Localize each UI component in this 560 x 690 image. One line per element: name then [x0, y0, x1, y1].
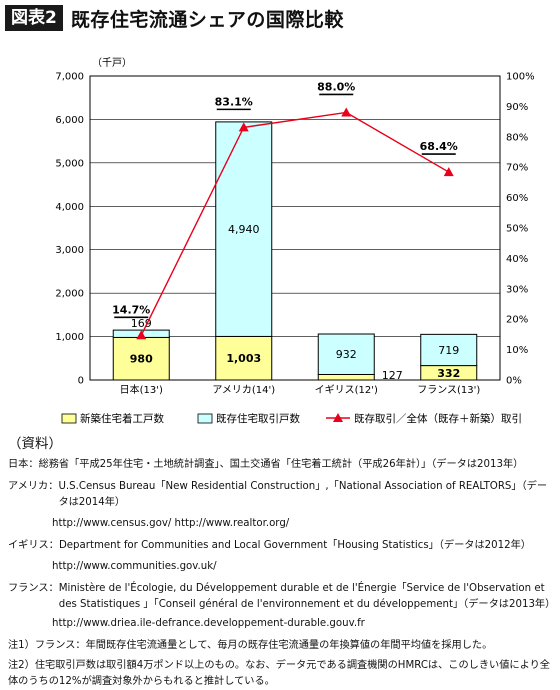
bar-new-construction	[215, 335, 273, 381]
y-left-tick-label: 7,000	[55, 72, 84, 83]
data-label-existing: 4,940	[228, 223, 260, 236]
source-row-japan: 日本： 総務省「平成25年住宅・土地統計調査」、国土交通省「住宅着工統計（平成2…	[8, 457, 556, 473]
source-text: http://www.census.gov/ http://www.realto…	[52, 518, 290, 529]
data-label-existing: 719	[438, 344, 459, 357]
data-label-share: 83.1%	[215, 95, 253, 108]
legend-label-new: 新築住宅着工戸数	[80, 412, 164, 425]
source-text: http://www.communities.gov.uk/	[52, 561, 217, 572]
source-text: http://www.driea.ile-defrance.developpem…	[52, 618, 365, 629]
bar-existing-transactions	[215, 121, 273, 337]
chart-title: 既存住宅流通シェアの国際比較	[70, 8, 344, 31]
data-label-share: 14.7%	[112, 303, 150, 316]
source-text: 総務省「平成25年住宅・土地統計調査」、国土交通省「住宅着工統計（平成26年計）…	[38, 459, 524, 470]
bar-new-construction	[112, 336, 170, 381]
legend-swatch-new	[61, 413, 77, 424]
bar-new-construction	[317, 373, 375, 381]
legend-label-existing: 既存住宅取引戸数	[216, 412, 300, 425]
data-label-share: 88.0%	[317, 80, 355, 93]
source-row-uk: イギリス： Department for Communities and Loc…	[8, 538, 556, 554]
source-text: U.S.Census Bureau「New Residential Constr…	[58, 481, 548, 508]
sources: （資料） 日本： 総務省「平成25年住宅・土地統計調査」、国土交通省「住宅着工統…	[8, 436, 556, 690]
y-left-tick-label: 4,000	[55, 202, 84, 213]
y-left-tick-label: 2,000	[55, 289, 84, 300]
source-row-france: フランス： Ministère de l'Écologie, du Dévelo…	[8, 581, 556, 613]
data-label-new: 127	[382, 369, 403, 382]
legend-marker-share	[333, 413, 343, 422]
data-label-share: 68.4%	[420, 140, 458, 153]
y-left-tick-label: 5,000	[55, 158, 84, 169]
x-tick-label: 日本(13')	[120, 383, 163, 396]
note-text: 注2）住宅取引戸数は取引額4万ポンド以上のもの。なお、データ元である調査機関のH…	[8, 660, 550, 687]
note-text: 注1）フランス：年間既存住宅流通量として、毎月の既存住宅流通量の年換算値の年間平…	[8, 640, 493, 651]
y-left-tick-label: 3,000	[55, 245, 84, 256]
figure-label: 図表2	[5, 5, 63, 31]
legend-swatch-existing	[197, 413, 213, 424]
y-left-unit-label: （千戸）	[92, 57, 132, 69]
source-label: イギリス：	[8, 540, 59, 551]
x-tick-label: イギリス(12')	[315, 384, 378, 396]
data-label-new: 332	[437, 367, 460, 380]
y-right-tick-label: 10%	[506, 345, 528, 356]
note-2: 注2）住宅取引戸数は取引額4万ポンド以上のもの。なお、データ元である調査機関のH…	[8, 658, 556, 690]
plot-frame	[89, 75, 501, 381]
title-row: 図表2 既存住宅流通シェアの国際比較	[5, 4, 344, 32]
y-right-tick-label: 60%	[506, 193, 528, 204]
y-right-tick-label: 100%	[506, 72, 535, 83]
y-left-tick-label: 1,000	[55, 332, 84, 343]
share-marker	[238, 122, 249, 132]
x-tick-label: アメリカ(14')	[212, 384, 275, 396]
share-marker	[136, 330, 147, 340]
legend-label-share: 既存取引／全体（既存＋新築）取引	[354, 412, 522, 425]
share-marker	[443, 167, 454, 177]
x-tick-label: フランス(13')	[417, 384, 480, 396]
y-right-tick-label: 30%	[506, 284, 528, 295]
source-label: アメリカ：	[8, 481, 59, 492]
chart: （千戸） 0 1,000 2,000 3,000 4,000 5,000 6,000 7,000…	[55, 57, 535, 425]
share-line	[140, 111, 450, 336]
y-right-tick-label: 50%	[506, 224, 528, 235]
source-row-usa: アメリカ： U.S.Census Bureau「New Residential …	[8, 479, 556, 511]
y-right-tick-label: 40%	[506, 254, 528, 265]
y-right-tick-label: 0%	[506, 376, 522, 387]
bar-existing-transactions	[420, 333, 478, 367]
source-url: http://www.census.gov/ http://www.realto…	[8, 516, 556, 532]
y-left-tick-label: 6,000	[55, 115, 84, 126]
y-left-tick-label: 0	[78, 376, 84, 387]
share-marker	[341, 107, 352, 117]
sources-heading: （資料）	[8, 436, 62, 452]
source-label: フランス：	[8, 583, 59, 594]
y-right-tick-label: 80%	[506, 132, 528, 143]
y-right-tick-label: 90%	[506, 102, 528, 113]
data-label-existing: 932	[336, 348, 357, 361]
source-url: http://www.driea.ile-defrance.developpem…	[8, 616, 556, 632]
data-label-existing: 169	[131, 317, 152, 330]
data-label-new: 1,003	[226, 352, 261, 365]
y-right-tick-label: 70%	[506, 163, 528, 174]
source-text: Ministère de l'Écologie, du Développemen…	[58, 583, 556, 610]
source-text: Department for Communities and Local Gov…	[58, 540, 531, 551]
bar-existing-transactions	[317, 333, 375, 375]
source-url: http://www.communities.gov.uk/	[8, 559, 556, 575]
source-label: 日本：	[8, 459, 39, 470]
y-right-tick-label: 20%	[506, 315, 528, 326]
data-label-new: 980	[130, 353, 153, 366]
note-1: 注1）フランス：年間既存住宅流通量として、毎月の既存住宅流通量の年換算値の年間平…	[8, 638, 556, 654]
